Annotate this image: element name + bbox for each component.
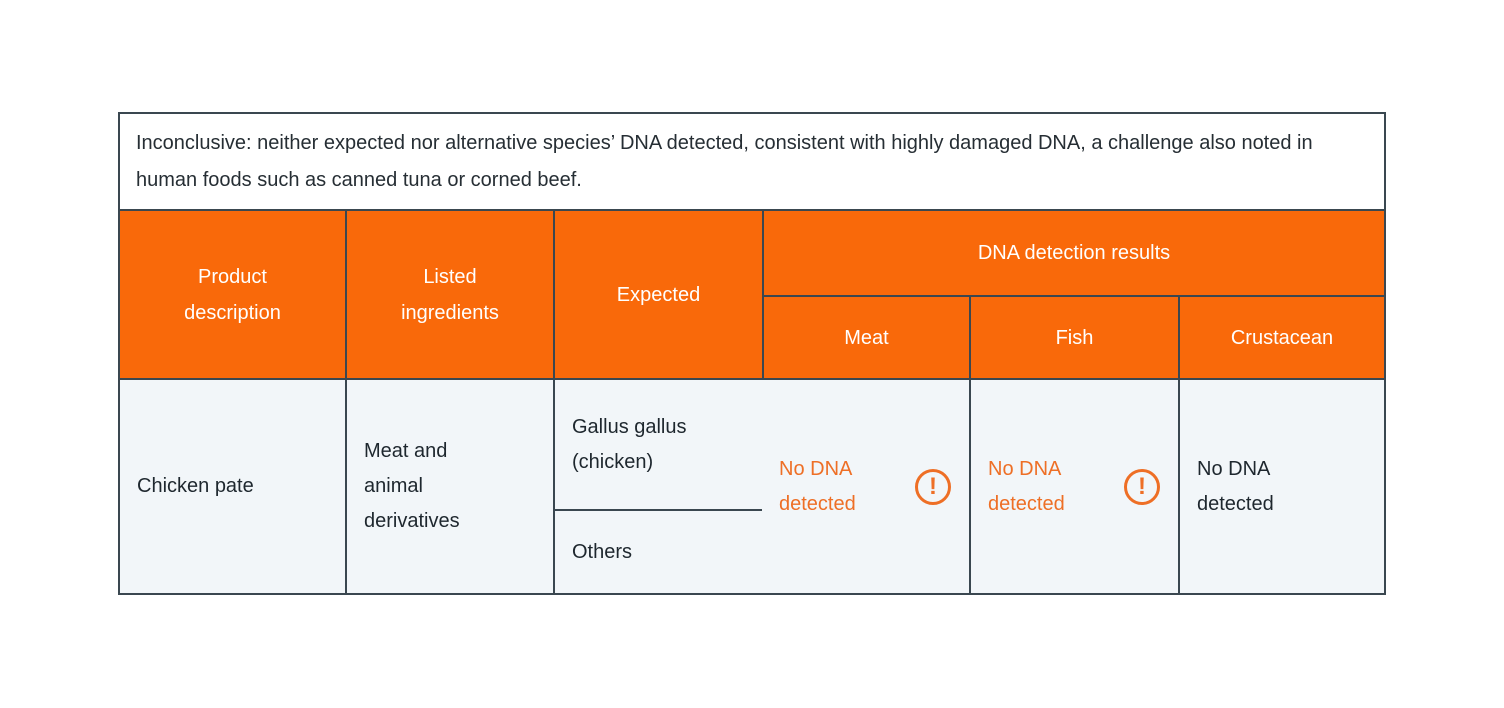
note-box: Inconclusive: neither expected nor alter… (120, 114, 1384, 211)
header-fish-label: Fish (1055, 326, 1094, 349)
header-crustacean: Crustacean (1178, 295, 1384, 378)
header-dna-detection-results-label: DNA detection results (977, 242, 1171, 264)
header-product-description-label: Product description (184, 265, 281, 324)
header-crustacean-label: Crustacean (1230, 326, 1334, 349)
crustacean-result-text: No DNA detected (1197, 457, 1274, 515)
meat-result-text: No DNA detected (779, 457, 856, 515)
expected-secondary-value: Others (572, 540, 633, 563)
table-header: Product description Listed ingredients E… (120, 211, 1384, 378)
header-fish: Fish (969, 295, 1178, 378)
cell-product-description: Chicken pate (120, 380, 345, 593)
table-body-row: Chicken pate Meat and animal derivatives… (120, 378, 1384, 593)
cell-expected: Gallus gallus (chicken) Others (553, 380, 762, 593)
cell-listed-ingredients: Meat and animal derivatives (345, 380, 553, 593)
header-expected: Expected (553, 211, 762, 378)
header-listed-ingredients-label: Listed ingredients (401, 265, 499, 324)
fish-result-text: No DNA detected (988, 457, 1065, 515)
warning-icon-glyph: ! (1138, 472, 1146, 500)
warning-icon: ! (915, 468, 951, 505)
cell-crustacean-result: No DNA detected (1178, 380, 1384, 593)
expected-primary-value: Gallus gallus (chicken) (572, 415, 687, 473)
header-listed-ingredients: Listed ingredients (345, 211, 553, 378)
cell-meat-result: No DNA detected ! (762, 380, 969, 593)
header-expected-label: Expected (616, 283, 701, 306)
dna-results-table: Inconclusive: neither expected nor alter… (118, 112, 1386, 595)
listed-ingredients-value: Meat and animal derivatives (364, 440, 460, 532)
expected-secondary: Others (555, 509, 762, 593)
header-dna-detection-results: DNA detection results (762, 211, 1384, 295)
note-text: Inconclusive: neither expected nor alter… (136, 131, 1313, 191)
cell-fish-result: No DNA detected ! (969, 380, 1178, 593)
warning-icon: ! (1124, 468, 1160, 505)
header-product-description: Product description (120, 211, 345, 378)
header-meat-label: Meat (844, 326, 889, 349)
warning-icon-glyph: ! (929, 472, 937, 500)
product-description-value: Chicken pate (137, 475, 254, 497)
expected-primary: Gallus gallus (chicken) (555, 380, 762, 509)
header-meat: Meat (762, 295, 969, 378)
